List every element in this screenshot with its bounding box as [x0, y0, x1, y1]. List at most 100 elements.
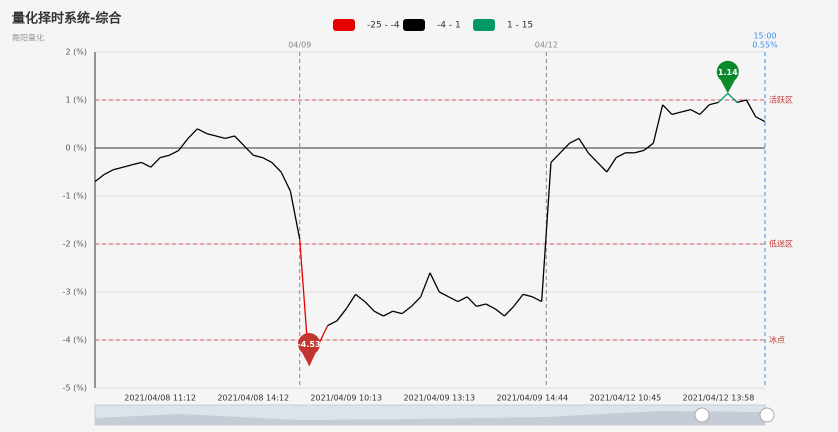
line-segment: [243, 145, 254, 156]
legend-swatch: [473, 19, 495, 31]
x-tick-label: 2021/04/08 11:12: [124, 394, 196, 403]
chart-subtitle: 舞阳量化: [12, 33, 44, 43]
line-segment: [745, 99, 757, 118]
x-tick-label: 2021/04/09 14:44: [497, 394, 569, 403]
data-zoom[interactable]: [94, 404, 775, 426]
mark-line-label: 04/09: [288, 41, 311, 50]
line-segment: [578, 138, 589, 154]
x-tick-label: 2021/04/09 10:13: [310, 394, 382, 403]
line-segment: [280, 171, 292, 192]
zoom-handle[interactable]: [759, 407, 775, 423]
line-segment: [466, 296, 477, 307]
x-tick-label: 2021/04/12 10:45: [590, 394, 662, 403]
line-segment: [94, 173, 105, 183]
line-segment: [429, 272, 440, 293]
line-segment: [225, 135, 235, 140]
line-segment: [317, 325, 329, 346]
line-segment: [122, 164, 133, 168]
line-segment: [727, 92, 738, 103]
line-segment: [615, 152, 626, 159]
line-segment: [327, 320, 338, 327]
y-tick-label: -5 (%): [63, 384, 87, 393]
line-segment: [718, 92, 729, 103]
pin-marker: [298, 332, 321, 366]
line-segment: [476, 303, 486, 308]
line-segment: [150, 157, 161, 168]
y-tick-label: 1 (%): [66, 96, 87, 105]
line-segment: [113, 166, 124, 171]
mark-line-label: 04/12: [535, 41, 558, 50]
line-segment: [671, 111, 682, 116]
line-segment: [271, 161, 282, 173]
zoom-handle[interactable]: [694, 407, 710, 423]
line-segment: [420, 272, 431, 298]
line-segment: [643, 142, 654, 151]
x-tick-label: 2021/04/08 14:12: [217, 394, 289, 403]
line-segment: [187, 128, 198, 139]
line-segment: [569, 137, 580, 144]
y-tick-label: 0 (%): [66, 144, 87, 153]
line-segment: [559, 142, 571, 154]
mark-line-label: 活跃区: [769, 95, 793, 105]
line-segment: [104, 169, 114, 175]
y-tick-label: -1 (%): [63, 192, 87, 201]
line-segment: [253, 154, 263, 159]
line-segment: [364, 301, 375, 312]
chart-title: 量化择时系统-综合: [12, 11, 122, 27]
line-segment: [345, 294, 357, 310]
zoom-preview: [95, 411, 765, 425]
line-segment: [597, 161, 608, 173]
line-segment: [336, 308, 347, 322]
legend-swatch: [403, 19, 425, 31]
line-segment: [215, 135, 226, 140]
line-segment: [541, 162, 552, 302]
line-segment: [522, 293, 533, 298]
line-segment: [690, 109, 701, 115]
line-segment: [262, 157, 273, 163]
mark-line-label: 15:00: [753, 32, 776, 41]
line-segment: [206, 132, 217, 137]
legend-label: -4 - 1: [437, 21, 461, 31]
pin-marker: [716, 60, 739, 94]
line-segment: [373, 310, 384, 317]
line-segment: [652, 104, 664, 144]
line-segment: [699, 104, 710, 115]
line-segment: [169, 149, 180, 156]
line-segment: [132, 161, 142, 166]
line-segment: [401, 305, 412, 315]
pin-label: -4.53: [297, 340, 320, 349]
line-segment: [197, 128, 207, 135]
mark-line-label: 冰点: [769, 335, 785, 345]
line-segment: [485, 303, 496, 310]
line-segment: [709, 101, 719, 106]
pin-label: 1.14: [718, 68, 738, 77]
x-tick-label: 2021/04/12 13:58: [683, 394, 755, 403]
line-segment: [634, 149, 645, 154]
line-segment: [355, 293, 366, 303]
line-segment: [587, 152, 598, 163]
line-segment: [532, 296, 542, 303]
y-tick-label: 2 (%): [66, 48, 87, 57]
line-segment: [410, 296, 422, 307]
line-segment: [289, 191, 301, 240]
line-segment: [457, 296, 468, 303]
line-segment: [662, 104, 673, 115]
y-tick-label: -3 (%): [63, 288, 87, 297]
line-segment: [141, 161, 152, 168]
mark-line-label: 低迷区: [769, 239, 793, 249]
line-segment: [681, 108, 691, 113]
legend-label: -25 - -4: [367, 21, 400, 31]
line-segment: [159, 154, 170, 159]
legend-label: 1 - 15: [507, 21, 533, 31]
line-segment: [503, 305, 515, 317]
line-segment: [736, 99, 747, 104]
line-segment: [513, 294, 524, 307]
y-tick-label: -2 (%): [63, 240, 87, 249]
line-segment: [550, 152, 561, 163]
line-segment: [178, 138, 189, 151]
x-tick-label: 2021/04/09 13:13: [403, 394, 475, 403]
line-segment: [448, 296, 459, 303]
line-segment: [439, 291, 449, 298]
